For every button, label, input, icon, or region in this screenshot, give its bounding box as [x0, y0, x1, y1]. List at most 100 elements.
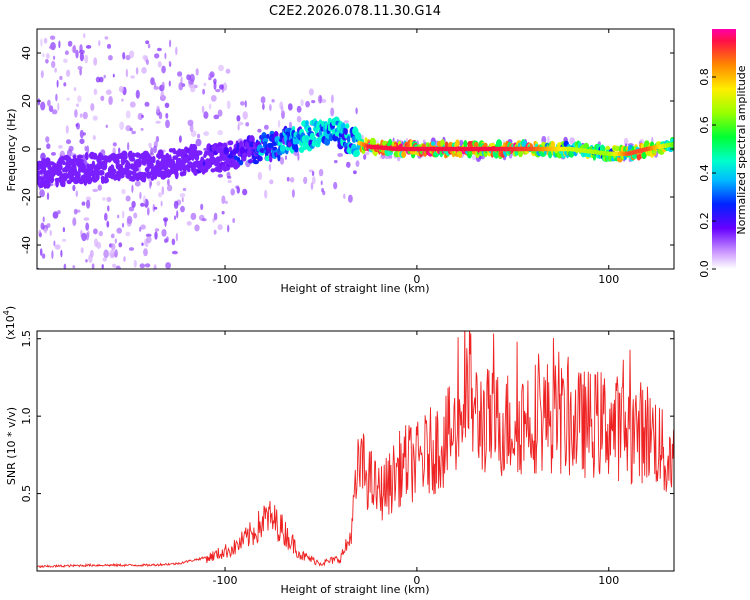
spectro-noise-blob — [93, 228, 98, 235]
spectro-ridge-cell — [56, 163, 63, 171]
spectro-noise-blob — [57, 210, 61, 215]
spectro-noise-blob — [133, 259, 137, 268]
spectro-noise-blob — [85, 259, 88, 263]
spectro-noise-blob — [164, 102, 170, 109]
snr-line-group — [37, 331, 674, 569]
spectro-ridge-cell — [248, 159, 253, 164]
spectro-noise-blob — [147, 43, 151, 49]
spectro-ridge-cell — [266, 133, 270, 139]
spectro-noise-blob — [93, 88, 98, 96]
spectro-noise-blob — [54, 67, 57, 73]
spectro-ridge-cell — [193, 168, 198, 176]
colorbar-label: Normalized spectral amplitude — [735, 65, 748, 234]
spectro-noise-blob — [203, 82, 207, 87]
spectro-ridge-cell — [252, 160, 259, 165]
spectro-noise-blob — [121, 188, 126, 195]
spectro-ridge-cell — [126, 161, 131, 171]
spectro-noise-blob — [126, 215, 133, 225]
spectro-noise-blob — [186, 221, 192, 226]
spectro-noise-blob — [54, 244, 61, 250]
spectro-x-tick-label: -100 — [213, 273, 238, 286]
spectro-noise-blob — [164, 238, 168, 243]
spectro-noise-blob — [156, 105, 160, 114]
spectro-noise-blob — [60, 249, 63, 258]
spectro-noise-blob — [190, 212, 197, 220]
spectro-noise-blob — [58, 40, 61, 49]
spectro-noise-blob — [125, 68, 129, 78]
spectro-noise-blob — [144, 238, 147, 247]
spectro-ridge-cell — [257, 155, 263, 162]
snr-series-line — [37, 331, 674, 569]
spectro-ridge-cell — [208, 151, 215, 159]
spectro-noise-blob — [63, 263, 67, 269]
spectro-noise-blob — [46, 143, 51, 150]
spectro-noise-blob — [291, 189, 295, 198]
spectro-noise-blob — [78, 49, 85, 55]
spectro-noise-blob — [51, 60, 56, 68]
spectro-noise-blob — [116, 227, 122, 234]
spectro-noise-blob — [114, 249, 118, 258]
spectro-noise-blob — [125, 195, 131, 202]
spectro-noise-blob — [125, 110, 131, 119]
spectro-noise-blob — [131, 184, 134, 193]
spectro-noise-blob — [43, 37, 48, 44]
spectro-noise-blob — [305, 100, 310, 108]
spectro-ridge-cell — [49, 176, 54, 183]
spectro-noise-blob — [145, 233, 152, 237]
spectro-noise-blob — [165, 262, 172, 269]
snr-y-tick-label: 1.5 — [20, 330, 33, 348]
spectro-noise-blob — [62, 227, 66, 233]
spectrogram-y-axis: -40 -20 0 20 40 — [20, 46, 674, 254]
spectro-noise-blob — [169, 39, 172, 48]
spectro-ridge-cell — [148, 162, 154, 169]
spectro-ridge-cell — [253, 141, 257, 150]
spectro-x-tick-label: 0 — [413, 273, 420, 286]
spectro-noise-blob — [82, 132, 86, 136]
spectro-noise-blob — [178, 135, 182, 143]
spectro-ridge-cell — [401, 151, 407, 158]
spectro-noise-blob — [286, 176, 290, 182]
spectro-noise-blob — [109, 249, 115, 259]
spectro-noise-blob — [164, 52, 167, 60]
spectro-noise-blob — [173, 200, 179, 209]
spectro-noise-blob — [320, 98, 327, 103]
spectro-noise-blob — [93, 57, 98, 66]
spectro-noise-blob — [46, 192, 50, 200]
spectro-ridge-cell — [641, 151, 647, 160]
spectro-noise-blob — [363, 154, 367, 160]
colorbar-tick-label: 0.4 — [698, 164, 711, 182]
spectro-noise-blob — [85, 222, 90, 231]
spectro-noise-blob — [296, 105, 302, 113]
spectro-noise-blob — [311, 171, 315, 176]
spectro-noise-blob — [107, 205, 110, 212]
spectro-noise-blob — [51, 109, 58, 115]
spectro-noise-blob — [141, 67, 147, 74]
spectro-noise-blob — [75, 49, 79, 59]
spectro-ridge-cell — [262, 137, 269, 144]
spectro-ridge-cell — [61, 160, 66, 166]
snr-x-tick-label: 100 — [598, 574, 619, 587]
spectro-noise-blob — [232, 218, 236, 223]
snr-y-label: SNR (10 * v/v) — [5, 407, 18, 485]
spectro-noise-blob — [85, 232, 89, 241]
spectrogram-x-label: Height of straight line (km) — [280, 282, 429, 295]
spectro-noise-blob — [330, 107, 335, 117]
spectro-noise-blob — [130, 75, 135, 79]
spectro-noise-blob — [280, 105, 284, 114]
spectro-noise-blob — [269, 179, 274, 185]
spectro-noise-blob — [100, 95, 105, 102]
spectro-noise-blob — [210, 95, 217, 102]
spectro-noise-blob — [227, 224, 230, 233]
spectro-noise-blob — [108, 95, 113, 105]
spectro-ridge-cell — [345, 123, 350, 129]
spectro-ridge-cell — [388, 138, 393, 147]
spectro-noise-blob — [165, 119, 170, 129]
spectro-noise-blob — [104, 36, 109, 40]
spectro-noise-blob — [224, 200, 228, 204]
spectro-noise-blob — [92, 188, 99, 193]
spectro-noise-blob — [355, 160, 360, 168]
spectro-noise-blob — [268, 163, 272, 171]
spectro-ridge-cell — [83, 177, 88, 186]
spectro-noise-blob — [112, 263, 117, 268]
spectro-noise-blob — [237, 124, 240, 131]
